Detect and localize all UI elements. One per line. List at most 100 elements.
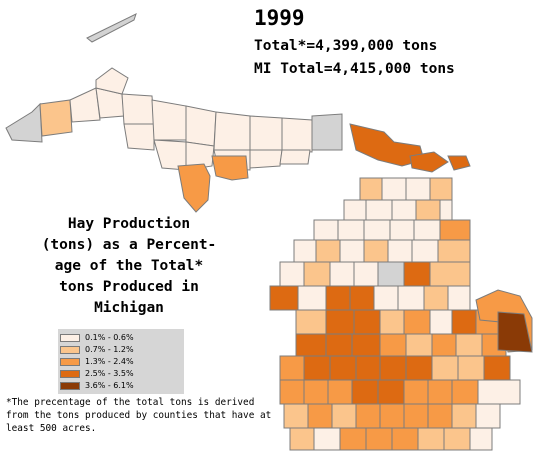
county: [303, 379, 329, 405]
county: [457, 355, 485, 381]
legend-item: 0.1% - 0.6%: [60, 332, 182, 343]
county: [483, 355, 511, 381]
county: [249, 149, 283, 169]
county: [279, 379, 305, 405]
legend-swatch: [60, 345, 80, 354]
legend-item: 0.7% - 1.2%: [60, 344, 182, 355]
county: [281, 117, 313, 153]
county: [413, 219, 441, 241]
county: [303, 261, 331, 287]
county: [353, 261, 379, 287]
county: [325, 285, 351, 311]
county: [351, 379, 379, 405]
county: [39, 99, 73, 137]
county: [343, 199, 367, 223]
legend: 0.1% - 0.6% 0.7% - 1.2% 1.3% - 2.4% 2.5%…: [58, 329, 184, 394]
legend-label: 0.1% - 0.6%: [85, 333, 134, 342]
county: [331, 403, 357, 429]
county: [443, 427, 471, 451]
county: [429, 177, 453, 203]
county: [403, 309, 431, 335]
county: [279, 261, 305, 287]
county: [423, 285, 449, 311]
county: [437, 239, 471, 263]
county: [397, 285, 425, 311]
county: [151, 99, 187, 141]
mi-total-tons-label: MI Total=4,415,000 tons: [254, 61, 455, 77]
county: [405, 333, 433, 357]
county: [379, 309, 405, 335]
county: [409, 151, 449, 173]
county: [355, 355, 381, 381]
legend-label: 2.5% - 3.5%: [85, 369, 134, 378]
map-title-line: Hay Production: [67, 216, 191, 232]
legend-swatch: [60, 369, 80, 378]
county: [373, 285, 399, 311]
county: [439, 219, 471, 241]
county: [339, 427, 367, 451]
county: [123, 123, 155, 151]
county: [355, 403, 381, 429]
county: [279, 355, 305, 381]
county: [429, 261, 471, 287]
county: [307, 403, 333, 429]
county: [475, 403, 501, 429]
county: [377, 379, 405, 405]
county: [337, 219, 365, 241]
legend-swatch: [60, 381, 80, 390]
county: [431, 355, 459, 381]
map-title-line: (tons) as a Percent-: [41, 237, 217, 253]
county: [289, 427, 315, 451]
legend-label: 3.6% - 6.1%: [85, 381, 134, 390]
county: [427, 403, 453, 429]
county: [389, 219, 415, 241]
county: [377, 261, 405, 287]
county: [249, 115, 283, 151]
legend-label: 0.7% - 1.2%: [85, 345, 134, 354]
legend-item: 2.5% - 3.5%: [60, 368, 182, 379]
map-title-line: Michigan: [94, 300, 164, 316]
county: [391, 427, 419, 451]
footnote: *The precentage of the total tons is der…: [6, 397, 272, 434]
legend-item: 1.3% - 2.4%: [60, 356, 182, 367]
legend-item: 3.6% - 6.1%: [60, 380, 182, 391]
map-title: Hay Production (tons) as a Percent- age …: [4, 214, 254, 319]
county: [363, 219, 391, 241]
total-tons-label: Total*=4,399,000 tons: [254, 38, 438, 54]
county: [359, 177, 383, 203]
county: [353, 309, 381, 335]
county: [95, 67, 129, 95]
county: [365, 199, 393, 223]
county: [403, 403, 429, 429]
map-title-line: tons Produced in: [59, 279, 199, 295]
county: [325, 333, 353, 357]
county: [185, 141, 215, 171]
lower-peninsula: [269, 177, 533, 451]
county: [405, 355, 433, 381]
county: [211, 155, 249, 181]
county: [417, 427, 445, 451]
county: [405, 177, 431, 203]
county: [379, 355, 407, 381]
county: [177, 163, 211, 213]
county: [427, 379, 453, 405]
county: [279, 149, 311, 165]
county: [447, 155, 471, 171]
county: [451, 403, 477, 429]
county: [295, 333, 327, 357]
county: [455, 333, 483, 357]
county: [327, 379, 353, 405]
county: [121, 93, 155, 125]
upper-peninsula: [5, 13, 471, 213]
county: [365, 427, 393, 451]
county: [69, 87, 101, 123]
county: [411, 239, 439, 263]
legend-label: 1.3% - 2.4%: [85, 357, 134, 366]
county: [311, 113, 343, 151]
county: [313, 427, 341, 451]
county: [5, 102, 43, 143]
county: [86, 13, 137, 43]
county: [451, 379, 479, 405]
